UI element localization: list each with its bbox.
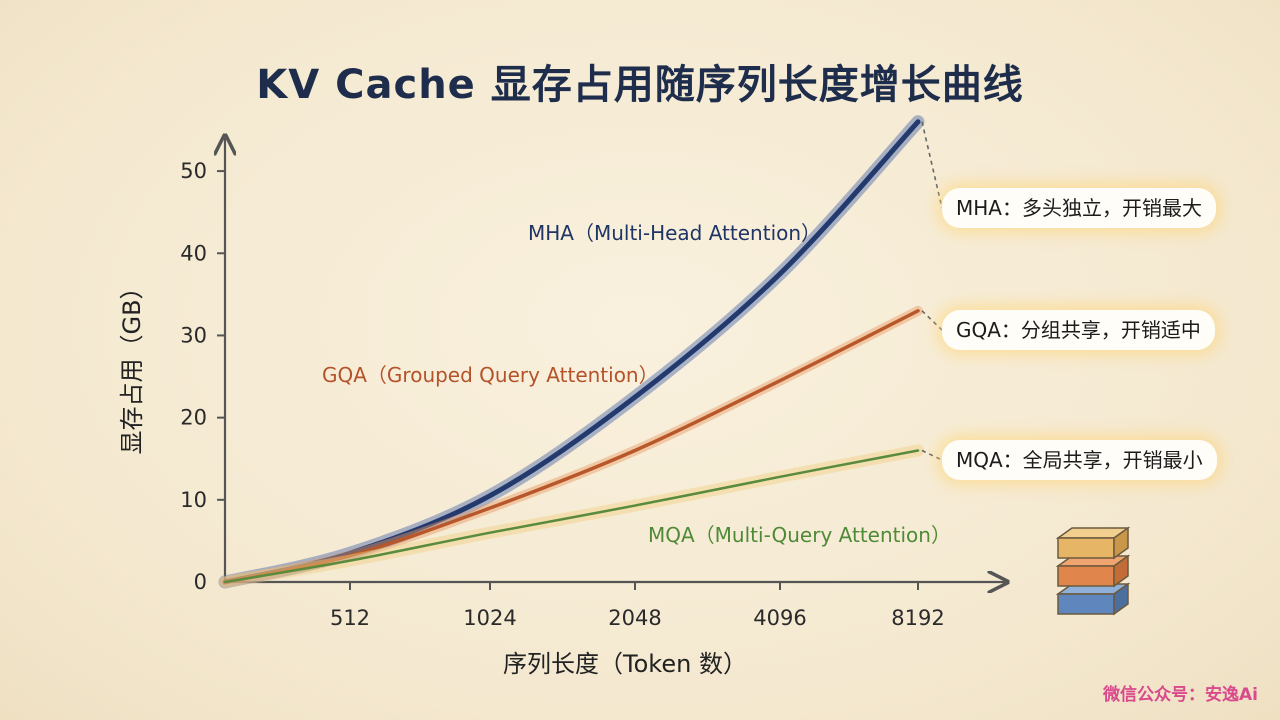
x-axis-label: 序列长度（Token 数） [503,650,747,678]
series-label-mha: MHA（Multi-Head Attention） [528,221,821,245]
series-line-mha [222,119,921,585]
series-label-mqa: MQA（Multi-Query Attention） [648,523,951,547]
callout-gqa: GQA：分组共享，开销适中 [942,310,1215,350]
y-tick-label: 40 [180,241,207,265]
series-line-mqa [223,449,920,584]
y-tick-label: 20 [180,406,207,430]
y-tick-label: 50 [180,159,207,183]
series-label-gqa: GQA（Grouped Query Attention） [322,363,659,387]
y-tick-label: 30 [180,323,207,347]
x-tick-label: 4096 [753,606,806,630]
y-axis-label: 显存占用（GB） [118,275,146,454]
callout-mqa: MQA：全局共享，开销最小 [942,440,1217,480]
series-line-gqa [223,309,920,584]
y-tick-label: 0 [194,570,207,594]
callout-connector-gqa [921,310,943,331]
callout-mha: MHA：多头独立，开销最大 [942,188,1216,228]
callout-connector-mqa [921,449,943,461]
y-tick-label: 10 [180,488,207,512]
memory-stack-icon [1055,526,1131,616]
x-tick-label: 8192 [891,606,944,630]
x-tick-label: 1024 [463,606,516,630]
x-tick-label: 512 [330,606,370,630]
x-tick-label: 2048 [608,606,661,630]
chart-title: KV Cache 显存占用随序列长度增长曲线 [256,62,1024,108]
watermark: 微信公众号：安逸Ai [1103,685,1258,705]
callout-connector-mha [921,121,943,209]
